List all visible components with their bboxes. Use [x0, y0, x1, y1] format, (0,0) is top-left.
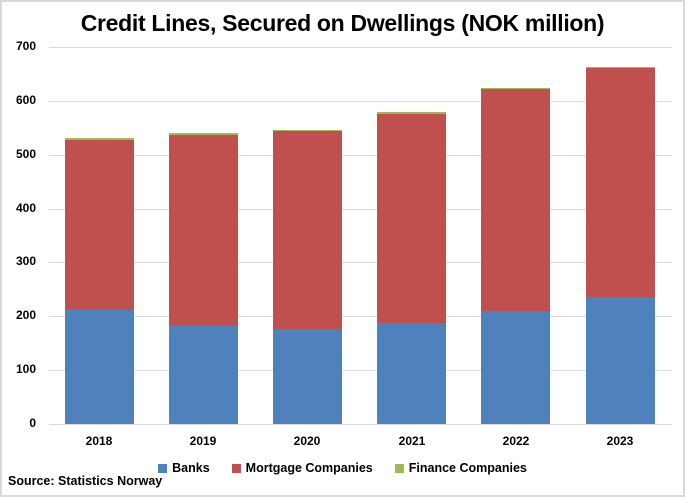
gridline [49, 424, 672, 425]
bar-2018 [65, 2, 134, 495]
gridline [49, 155, 672, 156]
bar-2022 [481, 2, 550, 495]
bar-segment-banks [65, 309, 134, 424]
x-tick-label: 2023 [606, 434, 634, 448]
bar-segment-mortgage-companies [481, 89, 550, 311]
bar-segment-finance-companies [481, 87, 550, 90]
y-tick-label: 300 [15, 254, 36, 268]
bar-segment-mortgage-companies [273, 131, 342, 330]
bar-2020 [273, 2, 342, 495]
y-tick-label: 0 [29, 416, 36, 430]
bar-segment-finance-companies [65, 138, 134, 140]
bar-segment-banks [169, 324, 238, 424]
legend-label-finance-companies: Finance Companies [408, 461, 527, 475]
gridline [49, 370, 672, 371]
gridline [49, 209, 672, 210]
bar-segment-mortgage-companies [65, 139, 134, 310]
legend-swatch-mortgage-companies [231, 463, 241, 473]
gridline [49, 316, 672, 317]
bar-segment-finance-companies [377, 112, 446, 114]
legend: Banks Mortgage Companies Finance Compani… [2, 461, 683, 475]
x-tick-label: 2020 [293, 434, 321, 448]
x-tick-label: 2019 [189, 434, 217, 448]
source-note: Source: Statistics Norway [8, 474, 163, 488]
legend-label-mortgage-companies: Mortgage Companies [245, 461, 373, 475]
legend-item-finance-companies: Finance Companies [394, 461, 527, 475]
x-tick-label: 2018 [85, 434, 113, 448]
chart-title: Credit Lines, Secured on Dwellings (NOK … [80, 10, 605, 36]
bar-segment-banks [481, 310, 550, 424]
x-tick-label: 2021 [398, 434, 426, 448]
bar-2019 [169, 2, 238, 495]
bar-2023 [586, 2, 655, 495]
gridline [49, 101, 672, 102]
legend-item-banks: Banks [158, 461, 210, 475]
y-tick-label: 500 [15, 147, 36, 161]
bar-segment-finance-companies [586, 66, 655, 69]
legend-swatch-finance-companies [394, 463, 404, 473]
y-tick-label: 600 [15, 93, 36, 107]
bar-segment-finance-companies [169, 133, 238, 135]
bar-segment-finance-companies [273, 129, 342, 132]
x-tick-label: 2022 [502, 434, 530, 448]
y-tick-label: 100 [15, 362, 36, 376]
bar-segment-mortgage-companies [586, 68, 655, 297]
y-tick-label: 400 [15, 201, 36, 215]
gridline [49, 262, 672, 263]
bar-2021 [377, 2, 446, 495]
gridline [49, 47, 672, 48]
bar-segment-mortgage-companies [377, 113, 446, 323]
bar-segment-banks [586, 296, 655, 424]
bar-segment-banks [273, 329, 342, 424]
bar-segment-banks [377, 322, 446, 424]
legend-label-banks: Banks [172, 461, 210, 475]
legend-item-mortgage-companies: Mortgage Companies [231, 461, 373, 475]
legend-swatch-banks [158, 463, 168, 473]
bar-segment-mortgage-companies [169, 134, 238, 325]
y-tick-label: 700 [15, 39, 36, 53]
y-tick-label: 200 [15, 308, 36, 322]
